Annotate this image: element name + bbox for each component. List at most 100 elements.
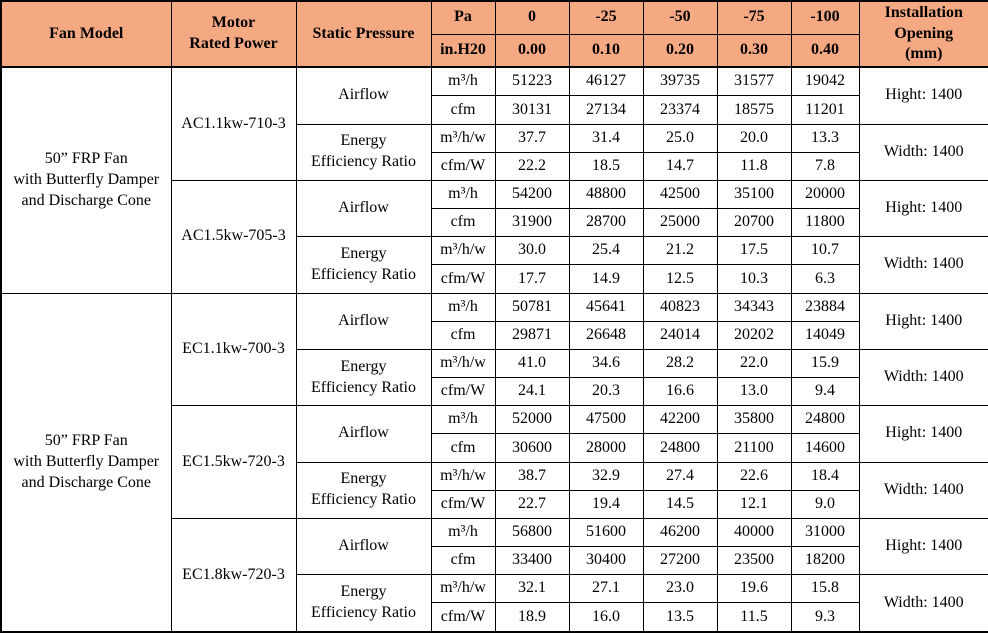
unit-cell: m³/h/w (430, 348, 496, 379)
header-unit-pa: Pa (430, 0, 496, 35)
value-cell: 26648 (568, 320, 644, 350)
value-cell: 34343 (716, 292, 792, 322)
value-cell: 19.6 (716, 574, 792, 604)
value-cell: 37.7 (494, 123, 570, 153)
value-cell: 33400 (494, 546, 570, 576)
value-cell: 19.4 (568, 489, 644, 519)
unit-cell: m³/h (430, 292, 496, 322)
unit-cell: m³/h (430, 405, 496, 435)
value-cell: 56800 (494, 517, 570, 548)
value-cell: 21100 (716, 433, 792, 463)
value-cell: 30400 (568, 546, 644, 576)
static-pressure-group-label: Airflow (295, 179, 432, 238)
table-row: cfm/W 22.7 19.4 14.5 12.1 9.0 (1, 489, 988, 519)
table-row: Energy Efficiency Ratio m³/h/w 37.7 31.4… (1, 123, 988, 181)
value-cell: 27.4 (642, 461, 718, 491)
value-cell: 34.6 (568, 348, 644, 379)
table-row: cfm 30131 27134 23374 18575 11201 (1, 95, 988, 125)
unit-cell: cfm (430, 433, 496, 463)
value-cell: 27134 (568, 95, 644, 125)
header-inh2o-3: 0.30 (716, 33, 792, 68)
unit-cell: m³/h/w (430, 574, 496, 604)
value-cell: 16.6 (642, 377, 718, 407)
table-row: 50” FRP Fan with Butterfly Damper and Di… (0, 66, 988, 294)
value-cell: 14049 (790, 320, 860, 350)
value-cell: 23884 (790, 292, 860, 322)
value-cell: 13.0 (716, 377, 792, 407)
static-pressure-group-label: Energy Efficiency Ratio (295, 461, 432, 519)
value-cell: 50781 (494, 292, 570, 322)
value-cell: 18.9 (494, 602, 570, 633)
table-row: 50” FRP Fan with Butterfly Damper and Di… (0, 292, 988, 633)
static-pressure-group-label: Energy Efficiency Ratio (295, 574, 432, 633)
value-cell: 21.2 (642, 236, 718, 266)
value-cell: 40823 (642, 292, 718, 322)
unit-cell: cfm/W (430, 377, 496, 407)
value-cell: 42200 (642, 405, 718, 435)
fan-model-cell: 50” FRP Fan with Butterfly Damper and Di… (0, 292, 172, 633)
value-cell: 32.1 (494, 574, 570, 604)
header-static-pressure: Static Pressure (295, 0, 432, 68)
header-inh2o-0: 0.00 (494, 33, 570, 68)
value-cell: 28000 (568, 433, 644, 463)
header-unit-inh2o: in.H20 (430, 33, 496, 68)
value-cell: 11201 (790, 95, 860, 125)
value-cell: 10.3 (716, 264, 792, 294)
value-cell: 12.1 (716, 489, 792, 519)
value-cell: 7.8 (790, 151, 860, 181)
value-cell: 28700 (568, 208, 644, 238)
table-row: cfm 30600 28000 24800 21100 14600 (1, 433, 988, 463)
header-row-2: in.H20 0.00 0.10 0.20 0.30 0.40 (1, 33, 988, 68)
value-cell: 19042 (790, 66, 860, 97)
opening-cell: Hight: 1400 (858, 179, 988, 238)
value-cell: 15.8 (790, 574, 860, 604)
value-cell: 41.0 (494, 348, 570, 379)
value-cell: 20000 (790, 179, 860, 210)
value-cell: 54200 (494, 179, 570, 210)
fan-model-cell: 50” FRP Fan with Butterfly Damper and Di… (0, 66, 172, 294)
opening-cell: Width: 1400 (858, 574, 988, 633)
value-cell: 47500 (568, 405, 644, 435)
value-cell: 35800 (716, 405, 792, 435)
static-pressure-group-label: Airflow (295, 405, 432, 463)
value-cell: 48800 (568, 179, 644, 210)
unit-cell: cfm/W (430, 264, 496, 294)
value-cell: 14.7 (642, 151, 718, 181)
table-header: Fan Model Motor Rated Power Static Press… (0, 0, 988, 68)
value-cell: 23374 (642, 95, 718, 125)
opening-cell: Hight: 1400 (858, 292, 988, 350)
value-cell: 42500 (642, 179, 718, 210)
unit-cell: cfm/W (430, 151, 496, 181)
motor-name-cell: EC1.1kw-700-3 (170, 292, 297, 407)
motor-name-cell: EC1.8kw-720-3 (170, 517, 297, 633)
opening-cell: Width: 1400 (858, 123, 988, 181)
value-cell: 11.5 (716, 602, 792, 633)
opening-cell: Width: 1400 (858, 348, 988, 407)
unit-cell: cfm (430, 546, 496, 576)
unit-cell: m³/h (430, 179, 496, 210)
table-row: EC1.8kw-720-3 Airflow m³/h 56800 51600 4… (1, 517, 988, 633)
value-cell: 51223 (494, 66, 570, 97)
table-row: EC1.5kw-720-3 Airflow m³/h 52000 47500 4… (1, 405, 988, 519)
value-cell: 10.7 (790, 236, 860, 266)
value-cell: 13.3 (790, 123, 860, 153)
table-row: Energy Efficiency Ratio m³/h/w 41.0 34.6… (1, 348, 988, 407)
unit-cell: cfm (430, 95, 496, 125)
value-cell: 31900 (494, 208, 570, 238)
table-row: Energy Efficiency Ratio m³/h/w 32.1 27.1… (1, 574, 988, 633)
value-cell: 25000 (642, 208, 718, 238)
value-cell: 22.0 (716, 348, 792, 379)
value-cell: 18200 (790, 546, 860, 576)
motor-name-cell: AC1.5kw-705-3 (170, 179, 297, 294)
value-cell: 24800 (790, 405, 860, 435)
header-inh2o-1: 0.10 (568, 33, 644, 68)
value-cell: 27200 (642, 546, 718, 576)
value-cell: 16.0 (568, 602, 644, 633)
value-cell: 40000 (716, 517, 792, 548)
table-row: Energy Efficiency Ratio m³/h/w 38.7 32.9… (1, 461, 988, 519)
unit-cell: m³/h/w (430, 236, 496, 266)
motor-name-cell: AC1.1kw-710-3 (170, 66, 297, 181)
unit-cell: cfm (430, 320, 496, 350)
value-cell: 39735 (642, 66, 718, 97)
